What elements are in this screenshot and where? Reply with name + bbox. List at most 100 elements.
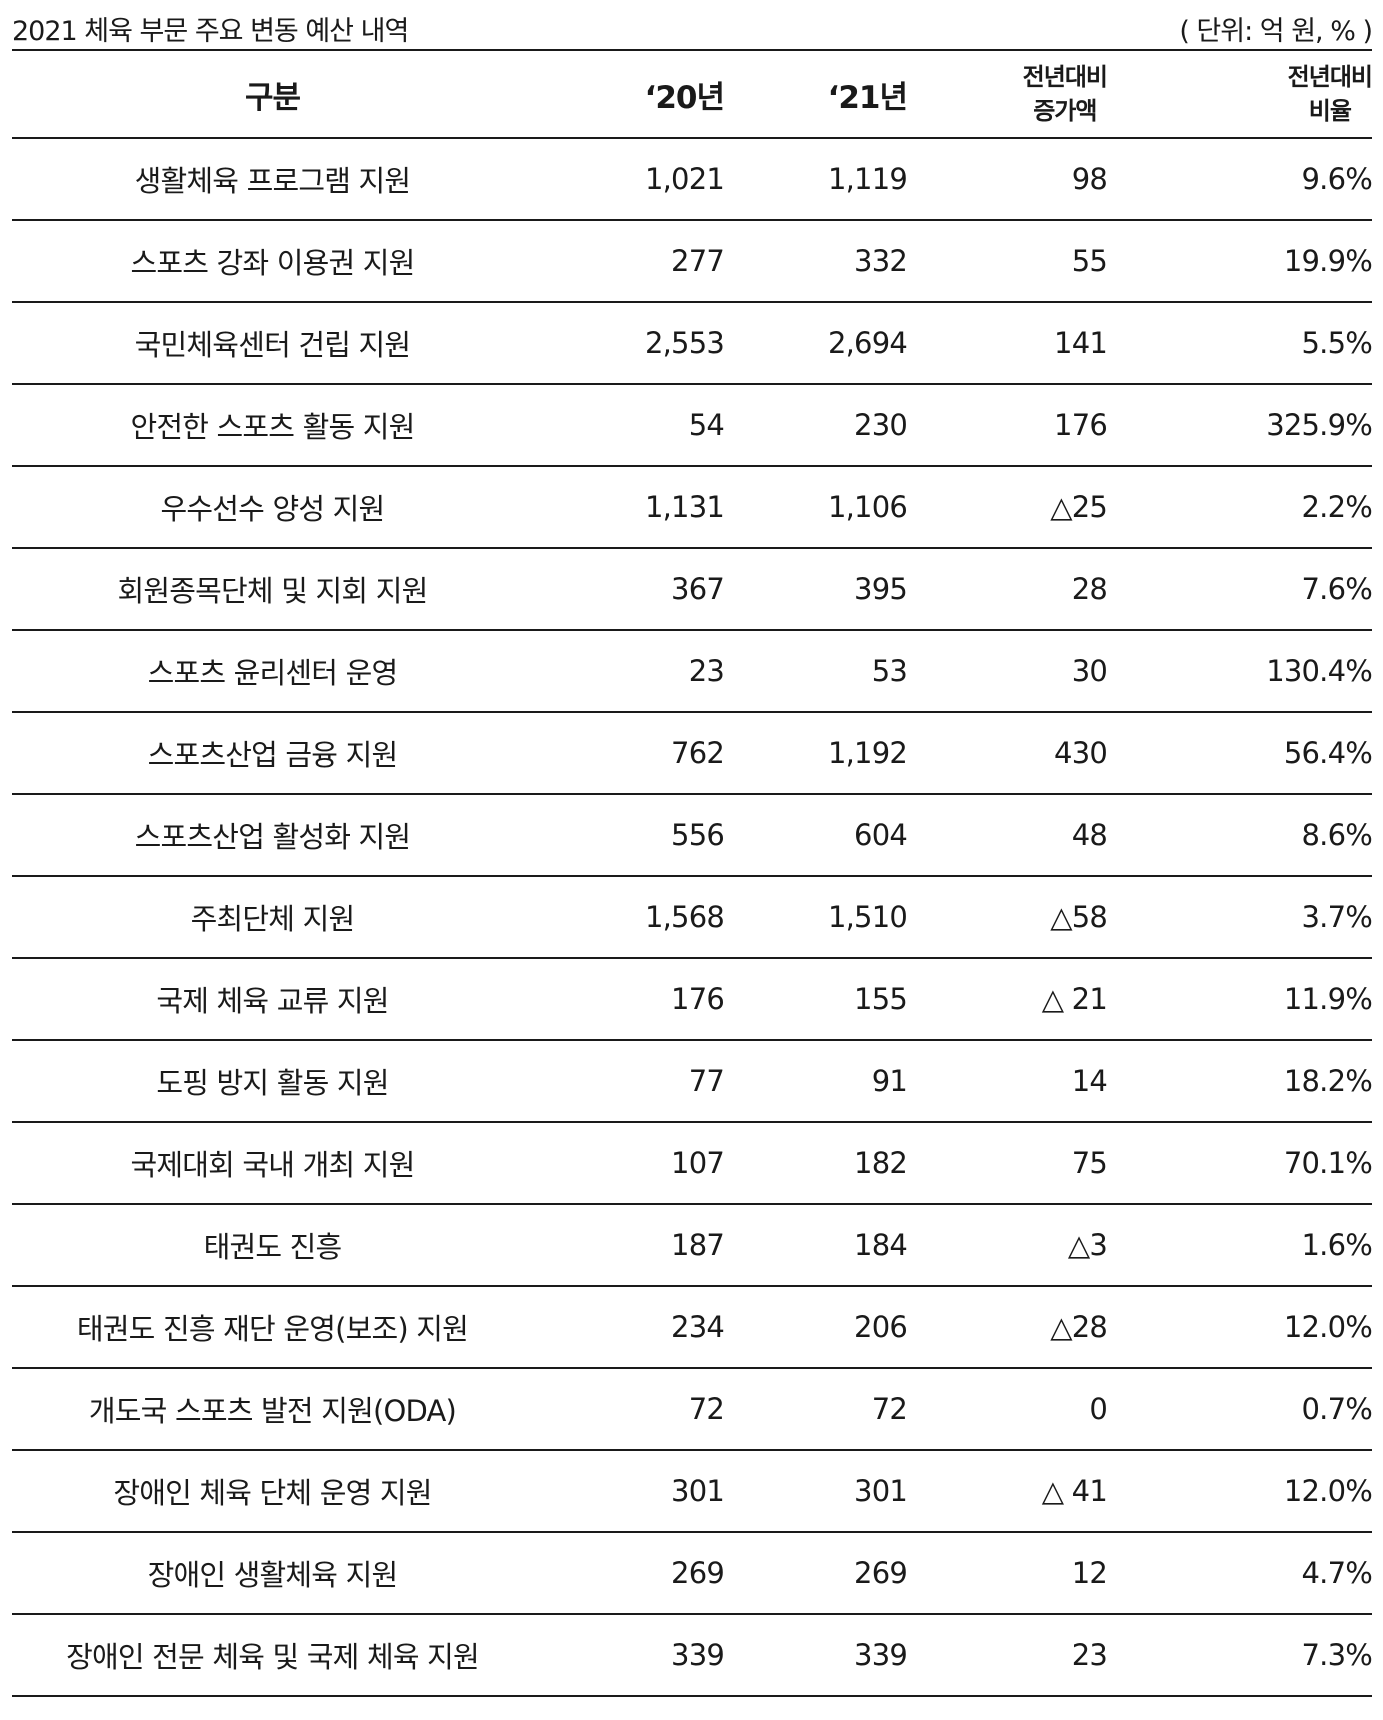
table-title: 2021 체육 부문 주요 변동 예산 내역 (12, 15, 409, 47)
cell-yoy-increase: 12 (907, 1532, 1107, 1615)
cell-yoy-increase: 98 (907, 138, 1107, 221)
cell-2020: 176 (533, 958, 724, 1041)
cell-category: 도핑 방지 활동 지원 (12, 1040, 533, 1123)
cell-2021: 395 (724, 548, 907, 631)
header-2020: ‘20년 (533, 50, 724, 139)
cell-category: 국제대회 국내 개최 지원 (12, 1122, 533, 1205)
cell-category: 태권도 진흥 (12, 1204, 533, 1287)
cell-2021: 269 (724, 1532, 907, 1615)
budget-table: 구분 ‘20년 ‘21년 전년대비 증가액 전년대비 비율 생활체육 프로그램 (12, 49, 1372, 1697)
cell-category: 스포츠산업 금융 지원 (12, 712, 533, 795)
header-2021: ‘21년 (724, 50, 907, 139)
cell-category: 장애인 생활체육 지원 (12, 1532, 533, 1615)
table-row: 스포츠 윤리센터 운영 23 53 30 130.4% (12, 630, 1372, 713)
cell-2021: 1,510 (724, 876, 907, 959)
header-yoy-ratio-line2: 비율 (1308, 97, 1352, 125)
cell-2020: 2,553 (533, 302, 724, 385)
cell-2020: 234 (533, 1286, 724, 1369)
cell-yoy-increase: △ 41 (907, 1450, 1107, 1533)
cell-2020: 107 (533, 1122, 724, 1205)
cell-yoy-ratio: 5.5% (1107, 302, 1372, 385)
cell-yoy-ratio: 2.2% (1107, 466, 1372, 549)
cell-yoy-ratio: 18.2% (1107, 1040, 1372, 1123)
cell-yoy-ratio: 0.7% (1107, 1368, 1372, 1451)
table-row: 장애인 생활체육 지원 269 269 12 4.7% (12, 1532, 1372, 1615)
cell-2021: 72 (724, 1368, 907, 1451)
cell-2021: 2,694 (724, 302, 907, 385)
table-row: 도핑 방지 활동 지원 77 91 14 18.2% (12, 1040, 1372, 1123)
header-yoy-increase-line2: 증가액 (1033, 97, 1097, 125)
table-row: 국제 체육 교류 지원 176 155 △ 21 11.9% (12, 958, 1372, 1041)
table-row: 스포츠산업 활성화 지원 556 604 48 8.6% (12, 794, 1372, 877)
cell-2020: 762 (533, 712, 724, 795)
cell-yoy-increase: 176 (907, 384, 1107, 467)
cell-2021: 301 (724, 1450, 907, 1533)
cell-yoy-increase: △28 (907, 1286, 1107, 1369)
cell-yoy-ratio: 130.4% (1107, 630, 1372, 713)
cell-category: 생활체육 프로그램 지원 (12, 138, 533, 221)
cell-2020: 1,568 (533, 876, 724, 959)
cell-yoy-ratio: 11.9% (1107, 958, 1372, 1041)
cell-yoy-increase: 48 (907, 794, 1107, 877)
cell-2020: 54 (533, 384, 724, 467)
cell-yoy-increase: △25 (907, 466, 1107, 549)
cell-yoy-increase: 430 (907, 712, 1107, 795)
cell-2020: 269 (533, 1532, 724, 1615)
cell-yoy-ratio: 325.9% (1107, 384, 1372, 467)
cell-2020: 1,131 (533, 466, 724, 549)
cell-yoy-increase: 14 (907, 1040, 1107, 1123)
header-yoy-increase: 전년대비 증가액 (907, 50, 1107, 139)
table-row: 스포츠산업 금융 지원 762 1,192 430 56.4% (12, 712, 1372, 795)
cell-2021: 339 (724, 1614, 907, 1697)
cell-2020: 187 (533, 1204, 724, 1287)
cell-yoy-ratio: 8.6% (1107, 794, 1372, 877)
cell-yoy-increase: 0 (907, 1368, 1107, 1451)
table-row: 국민체육센터 건립 지원 2,553 2,694 141 5.5% (12, 302, 1372, 385)
unit-note: ( 단위: 억 원, % ) (1179, 15, 1373, 47)
table-caption-row: 2021 체육 부문 주요 변동 예산 내역 ( 단위: 억 원, % ) (12, 8, 1373, 48)
cell-category: 태권도 진흥 재단 운영(보조) 지원 (12, 1286, 533, 1369)
table-header-row: 구분 ‘20년 ‘21년 전년대비 증가액 전년대비 비율 (12, 50, 1372, 139)
cell-yoy-ratio: 9.6% (1107, 138, 1372, 221)
cell-2021: 1,106 (724, 466, 907, 549)
cell-yoy-ratio: 12.0% (1107, 1286, 1372, 1369)
header-yoy-ratio: 전년대비 비율 (1107, 50, 1372, 139)
cell-yoy-increase: △3 (907, 1204, 1107, 1287)
cell-yoy-increase: 141 (907, 302, 1107, 385)
table-row: 스포츠 강좌 이용권 지원 277 332 55 19.9% (12, 220, 1372, 303)
cell-2021: 604 (724, 794, 907, 877)
cell-2020: 556 (533, 794, 724, 877)
cell-2020: 1,021 (533, 138, 724, 221)
cell-2020: 72 (533, 1368, 724, 1451)
cell-category: 스포츠산업 활성화 지원 (12, 794, 533, 877)
header-yoy-increase-line1: 전년대비 (1022, 63, 1107, 91)
cell-category: 회원종목단체 및 지회 지원 (12, 548, 533, 631)
table-body: 생활체육 프로그램 지원 1,021 1,119 98 9.6% 스포츠 강좌 이용권 지… (12, 138, 1372, 1697)
cell-yoy-ratio: 56.4% (1107, 712, 1372, 795)
cell-yoy-ratio: 7.3% (1107, 1614, 1372, 1697)
cell-yoy-increase: △ 21 (907, 958, 1107, 1041)
table-row: 개도국 스포츠 발전 지원(ODA) 72 72 0 0.7% (12, 1368, 1372, 1451)
cell-2021: 91 (724, 1040, 907, 1123)
cell-yoy-ratio: 70.1% (1107, 1122, 1372, 1205)
cell-2021: 53 (724, 630, 907, 713)
cell-yoy-ratio: 12.0% (1107, 1450, 1372, 1533)
cell-2021: 332 (724, 220, 907, 303)
cell-2020: 339 (533, 1614, 724, 1697)
cell-category: 스포츠 강좌 이용권 지원 (12, 220, 533, 303)
cell-yoy-ratio: 3.7% (1107, 876, 1372, 959)
table-row: 장애인 전문 체육 및 국제 체육 지원 339 339 23 7.3% (12, 1614, 1372, 1697)
table-row: 주최단체 지원 1,568 1,510 △58 3.7% (12, 876, 1372, 959)
cell-2020: 23 (533, 630, 724, 713)
cell-category: 국민체육센터 건립 지원 (12, 302, 533, 385)
cell-category: 주최단체 지원 (12, 876, 533, 959)
table-row: 국제대회 국내 개최 지원 107 182 75 70.1% (12, 1122, 1372, 1205)
table-row: 태권도 진흥 재단 운영(보조) 지원 234 206 △28 12.0% (12, 1286, 1372, 1369)
table-row: 우수선수 양성 지원 1,131 1,106 △25 2.2% (12, 466, 1372, 549)
cell-2021: 1,119 (724, 138, 907, 221)
cell-category: 장애인 체육 단체 운영 지원 (12, 1450, 533, 1533)
cell-category: 장애인 전문 체육 및 국제 체육 지원 (12, 1614, 533, 1697)
cell-category: 개도국 스포츠 발전 지원(ODA) (12, 1368, 533, 1451)
cell-yoy-ratio: 4.7% (1107, 1532, 1372, 1615)
